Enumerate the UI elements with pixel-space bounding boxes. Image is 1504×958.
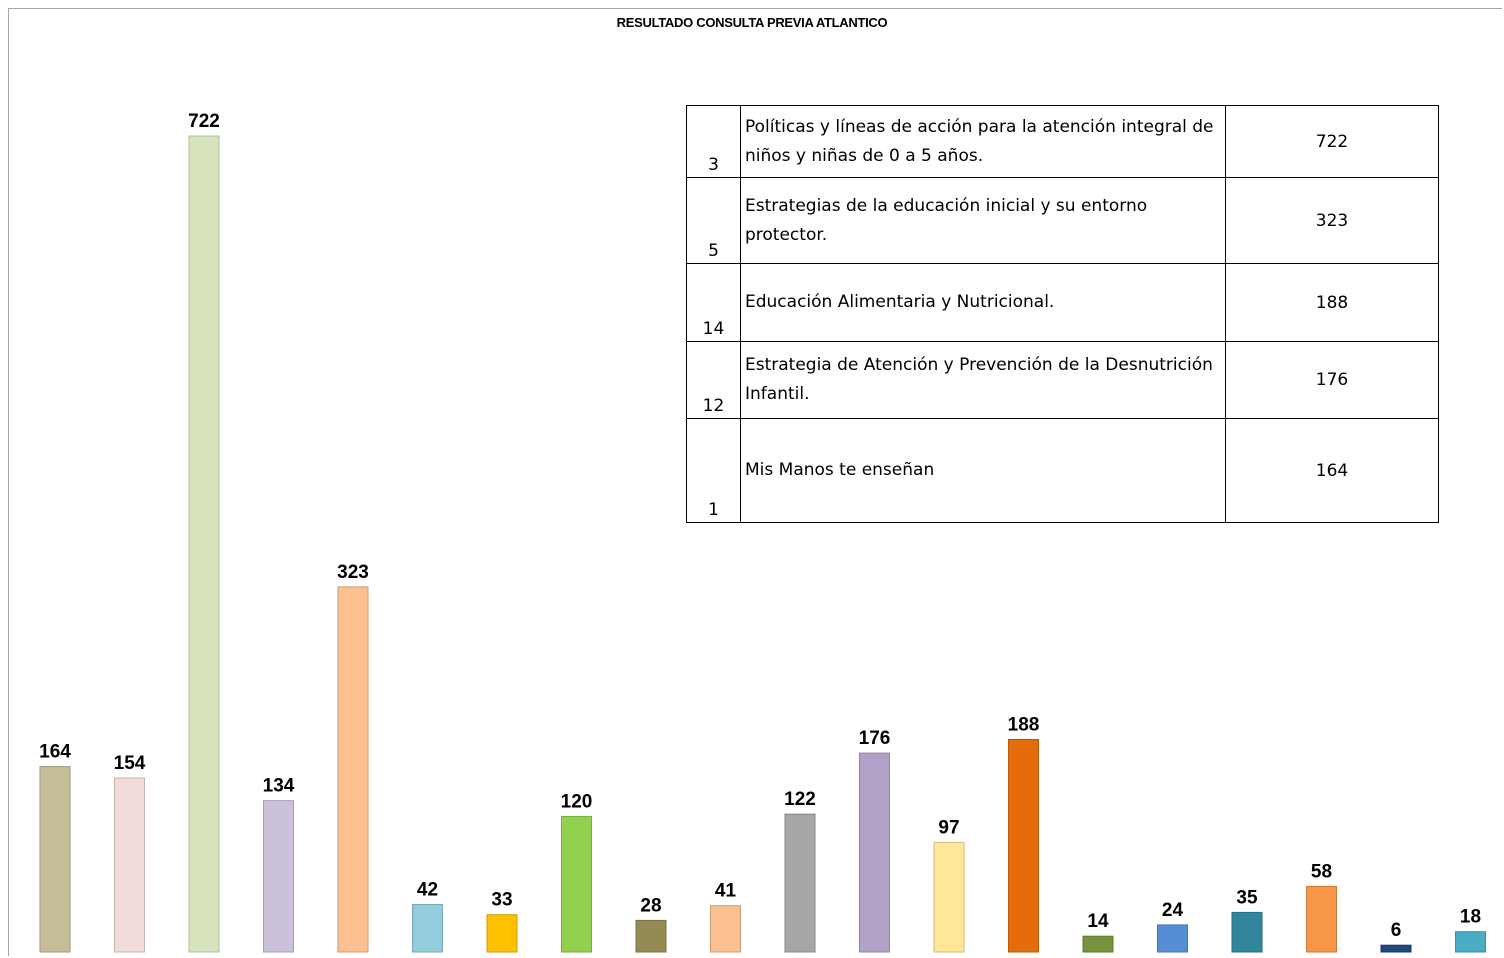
row-description: Estrategias de la educación inicial y su… xyxy=(740,177,1226,264)
row-description: Políticas y líneas de acción para la ate… xyxy=(740,105,1226,178)
bar xyxy=(710,905,741,953)
data-label: 122 xyxy=(784,789,816,810)
data-label: 134 xyxy=(263,776,295,797)
bar xyxy=(486,914,518,953)
row-description: Mis Manos te enseñan xyxy=(740,418,1226,523)
bar xyxy=(337,586,369,953)
data-label: 120 xyxy=(561,791,593,812)
row-value: 164 xyxy=(1225,418,1439,523)
data-label: 323 xyxy=(337,562,369,583)
bar xyxy=(561,815,592,953)
data-label: 35 xyxy=(1236,887,1258,908)
data-label: 722 xyxy=(188,111,220,132)
bar xyxy=(635,919,667,953)
bar xyxy=(1380,944,1412,953)
chart-title: RESULTADO CONSULTA PREVIA ATLANTICO xyxy=(616,15,888,30)
data-label: 154 xyxy=(114,753,146,774)
row-description: Estrategia de Atención y Prevención de l… xyxy=(740,341,1226,419)
data-label: 18 xyxy=(1460,907,1481,928)
table-row: 12 Estrategia de Atención y Prevención d… xyxy=(686,341,1439,419)
table-row: 14 Educación Alimentaria y Nutricional. … xyxy=(686,263,1439,342)
bar xyxy=(188,135,220,953)
row-number: 12 xyxy=(686,341,741,419)
bar xyxy=(1157,924,1188,953)
data-label: 164 xyxy=(39,742,71,763)
data-label: 28 xyxy=(640,895,661,916)
table-row: 3 Políticas y líneas de acción para la a… xyxy=(686,105,1439,178)
table-row: 5 Estrategias de la educación inicial y … xyxy=(686,177,1439,264)
data-label: 58 xyxy=(1311,861,1332,882)
data-label: 176 xyxy=(859,728,891,749)
bar xyxy=(859,752,890,953)
row-number: 5 xyxy=(686,177,741,264)
row-value: 722 xyxy=(1225,105,1439,178)
data-label: 42 xyxy=(417,880,438,901)
data-label: 97 xyxy=(938,817,959,838)
row-number: 3 xyxy=(686,105,741,178)
row-description: Educación Alimentaria y Nutricional. xyxy=(740,263,1226,342)
table-row: 1 Mis Manos te enseñan 164 xyxy=(686,418,1439,523)
bar xyxy=(784,813,816,953)
data-label: 24 xyxy=(1162,900,1184,921)
row-number: 1 xyxy=(686,418,741,523)
chart-frame xyxy=(8,8,1502,956)
bar xyxy=(1082,935,1114,953)
data-label: 33 xyxy=(491,890,512,911)
row-value: 176 xyxy=(1225,341,1439,419)
row-number: 14 xyxy=(686,263,741,342)
bar xyxy=(39,766,71,953)
data-label: 14 xyxy=(1087,911,1109,932)
bar xyxy=(1231,911,1263,953)
row-value: 188 xyxy=(1225,263,1439,342)
row-value: 323 xyxy=(1225,177,1439,264)
legend-table: 3 Políticas y líneas de acción para la a… xyxy=(686,105,1439,523)
data-label: 6 xyxy=(1391,920,1402,941)
bar xyxy=(1455,931,1486,953)
bar xyxy=(933,841,965,953)
bar xyxy=(263,800,294,953)
bar xyxy=(412,904,443,953)
bar xyxy=(114,777,145,953)
bar xyxy=(1008,739,1039,953)
data-label: 188 xyxy=(1008,715,1040,736)
data-label: 41 xyxy=(715,881,737,902)
bar xyxy=(1306,885,1337,953)
